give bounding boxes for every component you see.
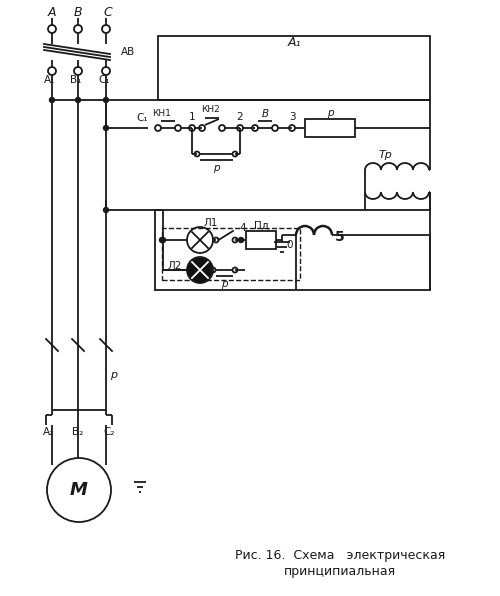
Text: В₂: В₂ [72,427,84,437]
Text: С₁: С₁ [136,113,148,123]
Circle shape [76,98,80,103]
Text: А₂: А₂ [44,427,54,437]
Text: 4: 4 [240,223,246,233]
Text: 1: 1 [188,112,196,122]
Circle shape [160,237,166,243]
Text: КН1: КН1 [152,110,172,119]
Bar [162,228,300,280]
Text: р: р [110,370,117,380]
Text: В: В [262,109,268,119]
Text: А₁: А₁ [287,36,301,48]
Circle shape [187,257,213,283]
Text: Тр: Тр [378,150,392,160]
Text: КН2: КН2 [200,104,220,113]
Text: В₁: В₁ [70,75,82,85]
Bar [155,210,430,290]
Text: A: A [48,5,56,18]
Bar [305,119,355,137]
Text: С₂: С₂ [104,427,115,437]
Circle shape [104,126,108,131]
Text: С₁: С₁ [98,75,110,85]
Text: А₁: А₁ [44,75,56,85]
Bar [246,231,276,249]
Text: Пд: Пд [254,221,268,231]
Text: 2: 2 [236,112,244,122]
Text: Л1: Л1 [204,218,218,228]
Circle shape [160,237,164,243]
Text: принципиальная: принципиальная [284,566,396,579]
Text: 5: 5 [335,230,345,244]
Circle shape [238,237,244,243]
Text: М: М [70,481,88,499]
Text: 0: 0 [286,240,292,250]
Text: C: C [104,5,112,18]
Text: АВ: АВ [121,47,135,57]
Text: Рис. 16.  Схема   электрическая: Рис. 16. Схема электрическая [235,548,445,561]
Text: р: р [212,163,220,173]
Text: р: р [220,279,228,289]
Bar [158,36,430,100]
Text: B: B [74,5,82,18]
Text: р: р [326,108,334,118]
Circle shape [104,207,108,213]
Circle shape [104,98,108,103]
Text: 3: 3 [288,112,296,122]
Circle shape [50,98,54,103]
Text: Л2: Л2 [168,261,182,271]
